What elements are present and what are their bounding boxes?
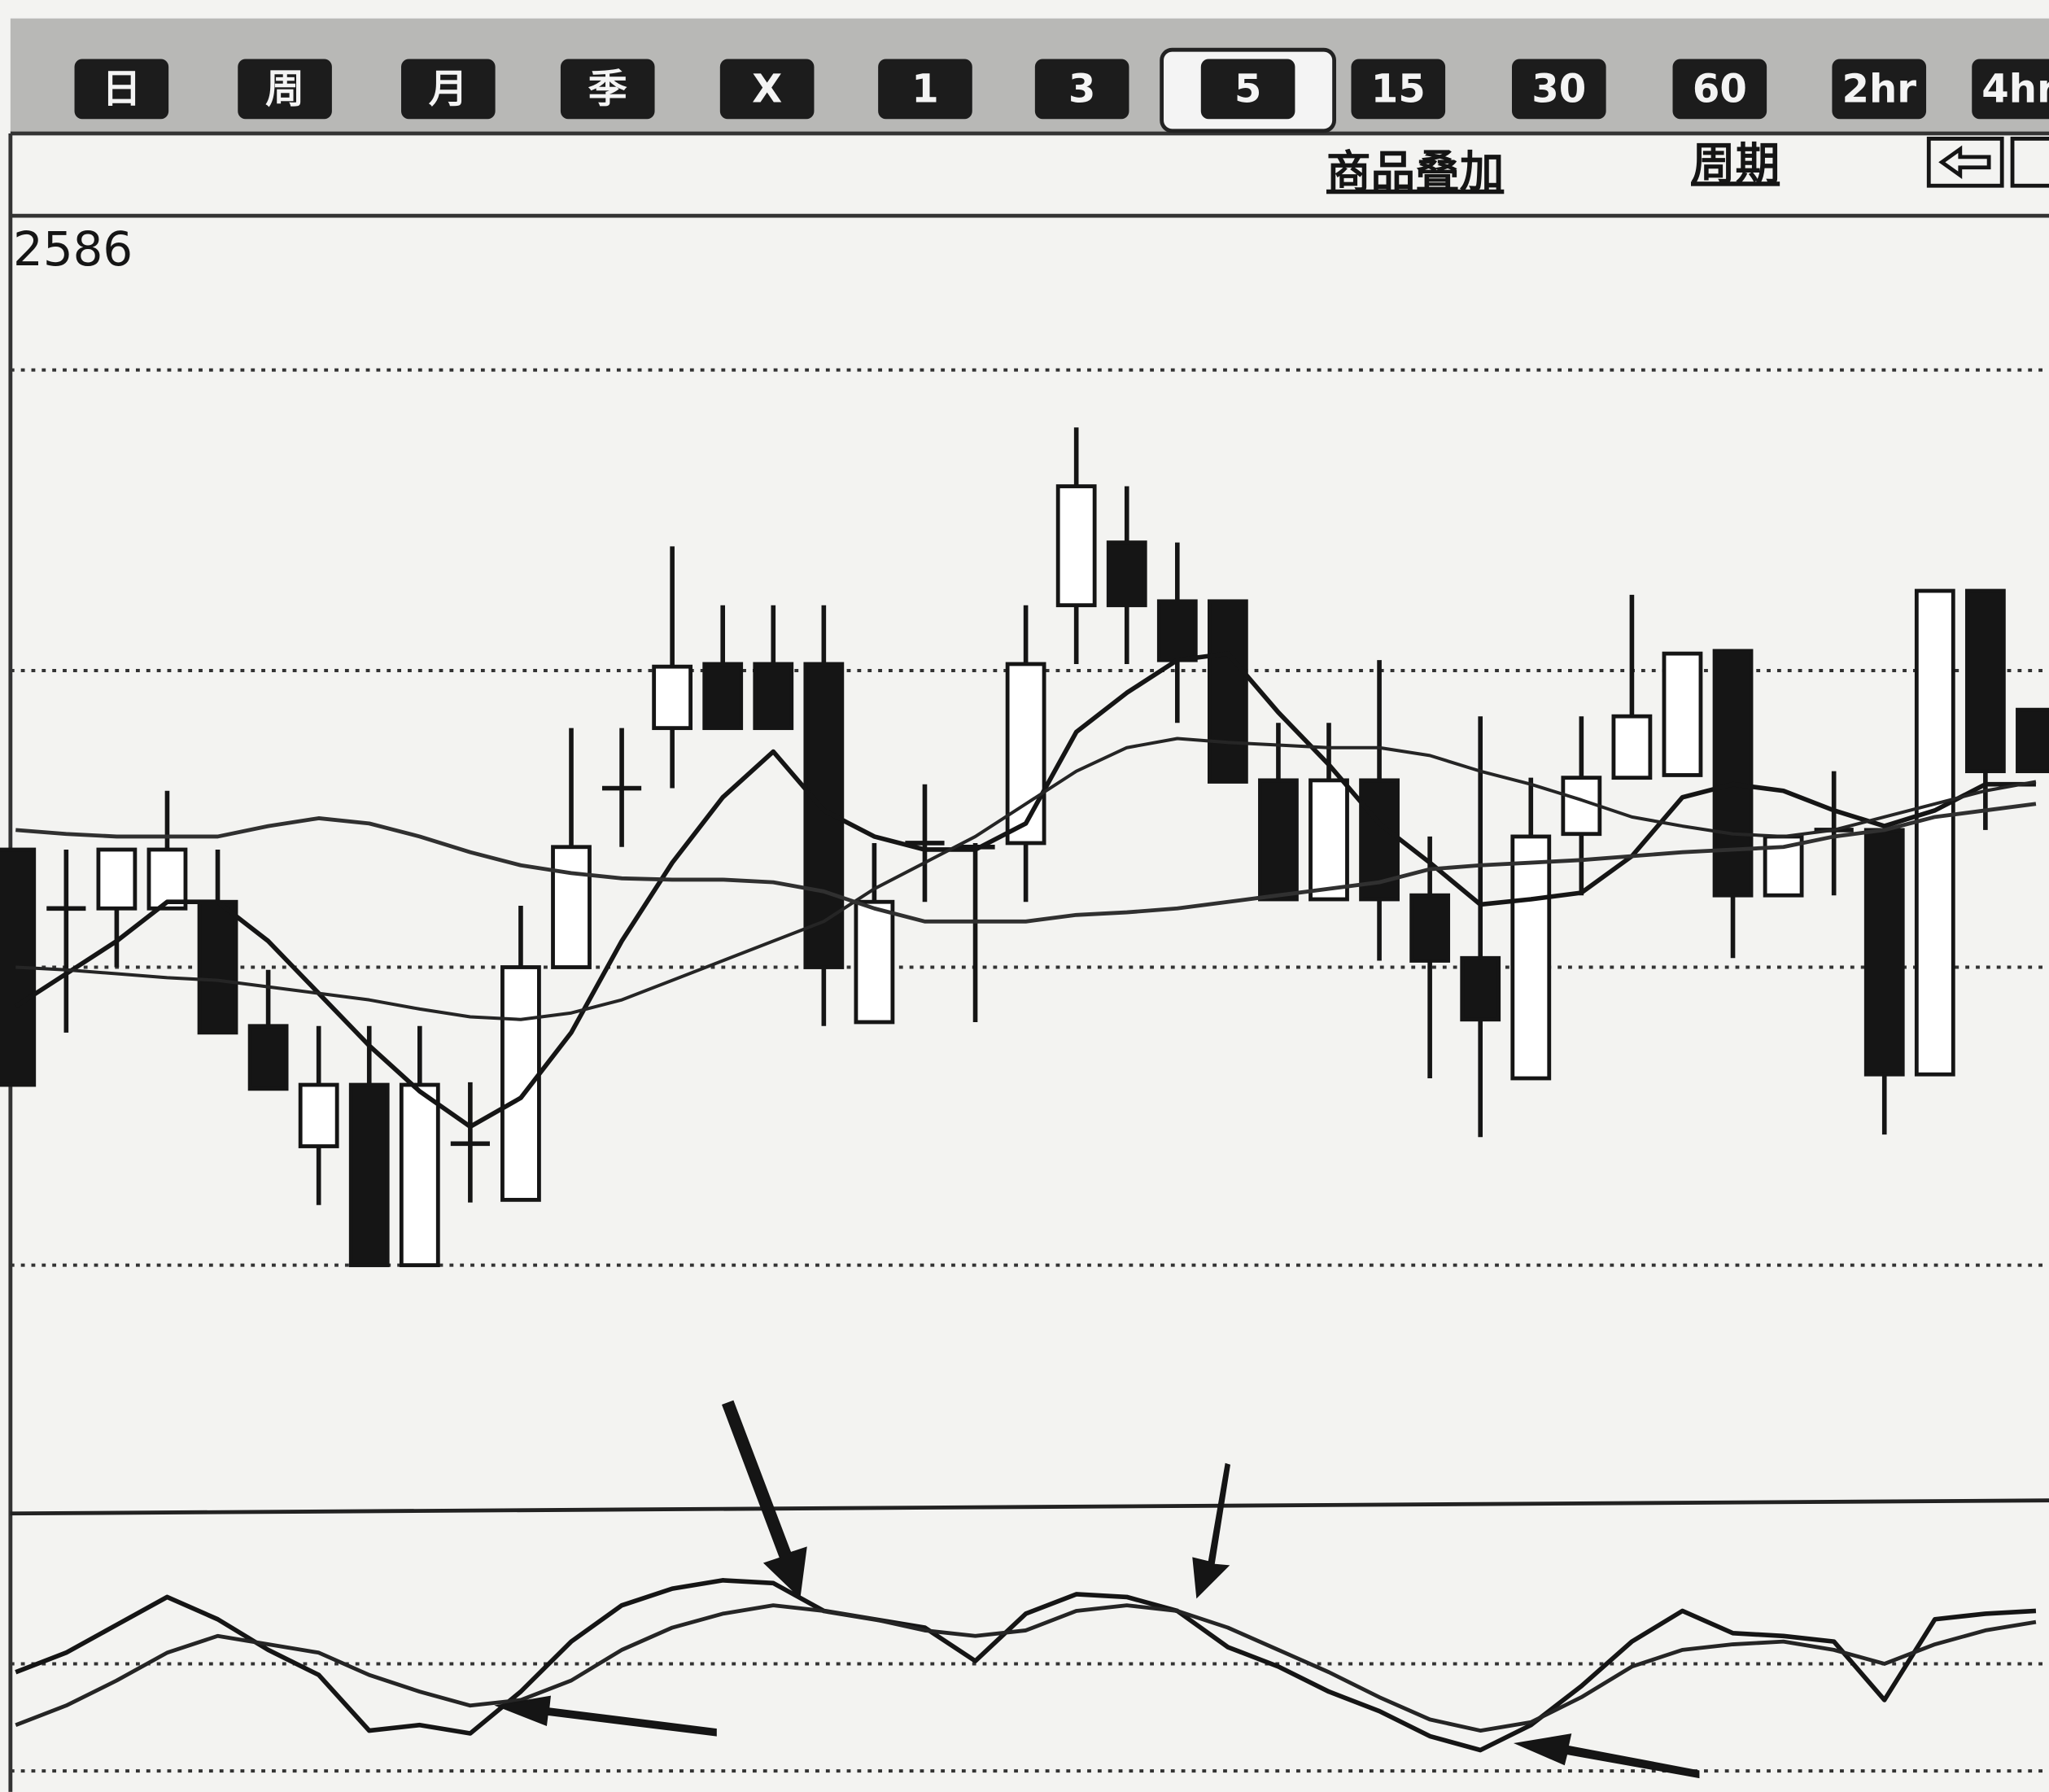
toolbar-button[interactable]: 月 xyxy=(401,59,496,120)
candle-body xyxy=(298,1082,339,1148)
oscillator-line xyxy=(15,1603,2037,1733)
toolbar-button[interactable]: X xyxy=(719,59,815,120)
overlay-link[interactable]: 商品叠加 xyxy=(1326,146,1504,198)
arrow xyxy=(1513,1733,1700,1779)
candle-body xyxy=(399,1082,440,1268)
candle-body xyxy=(1460,955,1501,1022)
toolbar-button[interactable]: 日 xyxy=(74,59,169,120)
candle-body xyxy=(1964,588,2006,774)
toolbar-buttons: 日 周 月 季 X 1 3 5 15 30 60 2hr 4hr xyxy=(74,47,2049,133)
candle-body xyxy=(1359,778,1400,902)
candle-body xyxy=(1005,662,1046,846)
candle-body xyxy=(1510,834,1552,1081)
toolbar-button[interactable]: 1 xyxy=(878,59,972,120)
toolbar-button[interactable]: 60 xyxy=(1672,59,1767,120)
candle-body xyxy=(1308,778,1349,902)
toolbar-button[interactable]: 30 xyxy=(1511,59,1606,120)
nav-right[interactable] xyxy=(2010,136,2049,188)
button-face xyxy=(401,59,496,120)
button-face xyxy=(560,59,655,120)
button-label: 15 xyxy=(1371,66,1426,111)
candle-body xyxy=(1156,599,1198,662)
nav-left-icon xyxy=(1938,145,1991,180)
button-label: 月 xyxy=(429,66,468,111)
moving-average xyxy=(15,802,2037,924)
button-label: 3 xyxy=(1068,66,1096,111)
candle-body xyxy=(652,664,693,731)
annotation-arrows xyxy=(494,1400,1700,1779)
toolbar-button[interactable]: 15 xyxy=(1351,59,1446,120)
button-label: 60 xyxy=(1693,66,1747,111)
candle-body xyxy=(2016,707,2049,774)
arrow xyxy=(1192,1462,1231,1599)
candle-body xyxy=(1561,776,1602,837)
button-label: 1 xyxy=(911,66,939,111)
button-face xyxy=(1034,59,1129,120)
y-tick-label: 2586 xyxy=(13,221,133,277)
candle-body xyxy=(702,662,744,731)
candle-body xyxy=(247,1024,289,1091)
button-label: 日 xyxy=(102,66,141,111)
toolbar-button[interactable]: 季 xyxy=(560,59,655,120)
button-face xyxy=(719,59,815,120)
button-label: 周 xyxy=(265,66,304,111)
candle-body xyxy=(1055,484,1097,608)
candle-body xyxy=(1258,778,1299,902)
candle-body xyxy=(1662,651,1703,777)
button-label: 2hr xyxy=(1841,66,1916,111)
arrow xyxy=(494,1695,717,1737)
panel-divider xyxy=(10,1498,2049,1516)
candle-body xyxy=(1611,714,1653,780)
oscillator-line xyxy=(15,1578,2037,1753)
button-face xyxy=(1832,59,1927,120)
toolbar-button[interactable]: 3 xyxy=(1034,59,1129,120)
candle-body xyxy=(1863,828,1905,1077)
nav-arrows[interactable] xyxy=(1926,136,2049,188)
button-face xyxy=(238,59,332,120)
button-label: X xyxy=(752,66,782,111)
button-face xyxy=(1511,59,1606,120)
moving-average xyxy=(15,736,2037,1021)
button-face xyxy=(1200,59,1295,120)
plot: 2586 xyxy=(0,221,2049,1753)
button-label: 季 xyxy=(588,66,627,111)
candle-body xyxy=(854,899,895,1025)
button-label: 4hr xyxy=(1981,66,2049,111)
button-label: 5 xyxy=(1234,66,1262,111)
candle-body xyxy=(1106,540,1147,608)
candle-body xyxy=(1207,599,1248,784)
arrow xyxy=(722,1400,807,1599)
button-face xyxy=(1672,59,1767,120)
toolbar-button[interactable]: 5 xyxy=(1160,47,1336,133)
toolbar-button[interactable]: 2hr xyxy=(1832,59,1927,120)
candle-body xyxy=(1914,588,1955,1077)
moving-average xyxy=(14,651,2036,1130)
candle-body xyxy=(753,662,794,731)
candle-body xyxy=(348,1082,390,1268)
toolbar-button[interactable]: 4hr xyxy=(1972,59,2049,120)
candle-body xyxy=(1409,893,1451,963)
button-face xyxy=(74,59,169,120)
candle-body xyxy=(551,845,592,969)
button-face xyxy=(1351,59,1446,120)
candle-body xyxy=(1712,649,1754,898)
button-face xyxy=(1972,59,2049,120)
candle-body xyxy=(197,899,238,1035)
nav-left[interactable] xyxy=(1926,136,2004,188)
period-link[interactable]: 周期 xyxy=(1691,138,1780,190)
candle-body xyxy=(146,847,188,911)
button-label: 30 xyxy=(1531,66,1586,111)
button-face xyxy=(878,59,972,120)
candle-body xyxy=(96,847,138,911)
toolbar-button[interactable]: 周 xyxy=(238,59,332,120)
